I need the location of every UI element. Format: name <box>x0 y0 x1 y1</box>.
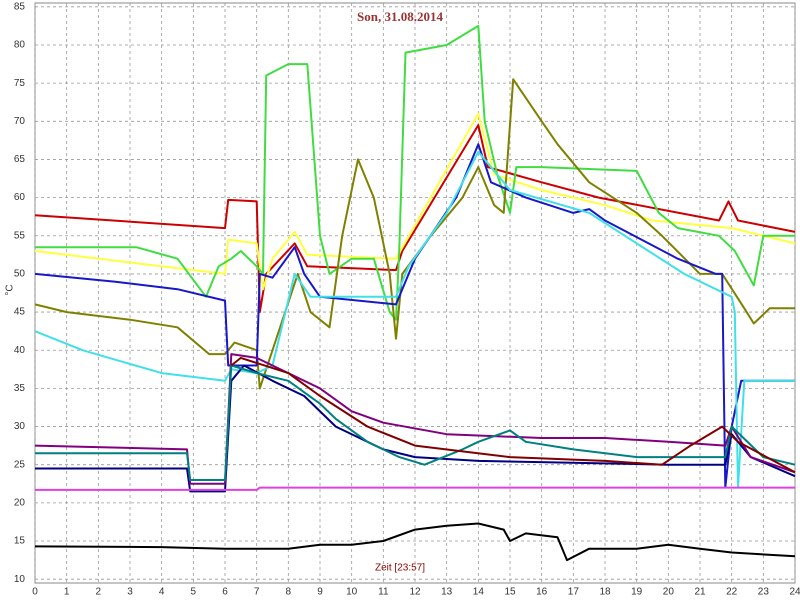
x-tick-label: 13 <box>441 587 453 598</box>
x-tick-label: 3 <box>127 587 133 598</box>
y-tick-label: 75 <box>14 78 26 89</box>
y-tick-label: 40 <box>14 345 26 356</box>
y-tick-label: 85 <box>14 1 26 12</box>
x-tick-label: 11 <box>378 587 389 598</box>
series-line <box>35 486 795 491</box>
y-tick-label: 50 <box>14 269 26 280</box>
y-tick-label: 70 <box>14 116 26 127</box>
series-line <box>34 353 796 485</box>
x-tick-label: 15 <box>504 587 516 598</box>
y-tick-label: 10 <box>14 574 26 585</box>
x-tick-label: 7 <box>254 587 260 598</box>
x-tick-label: 6 <box>222 587 228 598</box>
y-tick-label: 65 <box>14 154 26 165</box>
y-tick-label: 55 <box>14 230 26 241</box>
series-line <box>35 364 796 493</box>
y-tick-label: 80 <box>14 40 26 51</box>
x-tick-label: 9 <box>317 587 323 598</box>
x-tick-label: 20 <box>663 587 675 598</box>
x-tick-label: 18 <box>599 587 611 598</box>
y-tick-label: 30 <box>14 421 26 432</box>
x-tick-label: 1 <box>64 587 70 598</box>
x-tick-label: 16 <box>536 587 548 598</box>
x-tick-label: 10 <box>346 587 358 598</box>
x-tick-label: 23 <box>758 587 770 598</box>
series-line <box>230 356 796 474</box>
x-tick-label: 4 <box>159 587 165 598</box>
x-tick-label: 22 <box>726 587 738 598</box>
x-tick-label: 14 <box>473 587 485 598</box>
x-tick-label: 17 <box>568 587 580 598</box>
series-line <box>35 24 795 321</box>
series-line <box>34 112 796 291</box>
y-axis-label: °C <box>5 284 16 295</box>
y-tick-label: 60 <box>14 192 26 203</box>
x-tick-label: 8 <box>286 587 292 598</box>
x-tick-label: 24 <box>789 587 800 598</box>
series-line <box>34 78 795 390</box>
series-line <box>35 364 796 481</box>
x-tick-label: 0 <box>32 587 38 598</box>
x-tick-label: 21 <box>694 587 706 598</box>
x-tick-label: 19 <box>631 587 643 598</box>
x-axis-label: Zeit [23:57] <box>375 563 425 574</box>
series-line <box>34 143 795 489</box>
x-tick-label: 2 <box>96 587 102 598</box>
x-tick-label: 12 <box>409 587 421 598</box>
y-tick-label: 45 <box>14 307 26 318</box>
y-tick-label: 15 <box>14 536 26 547</box>
series-line <box>34 522 796 562</box>
series-line <box>34 150 795 489</box>
chart-title: Son, 31.08.2014 <box>357 9 443 24</box>
y-tick-label: 20 <box>14 498 26 509</box>
y-tick-label: 25 <box>14 459 26 470</box>
x-tick-label: 5 <box>191 587 197 598</box>
y-tick-label: 35 <box>14 383 26 394</box>
